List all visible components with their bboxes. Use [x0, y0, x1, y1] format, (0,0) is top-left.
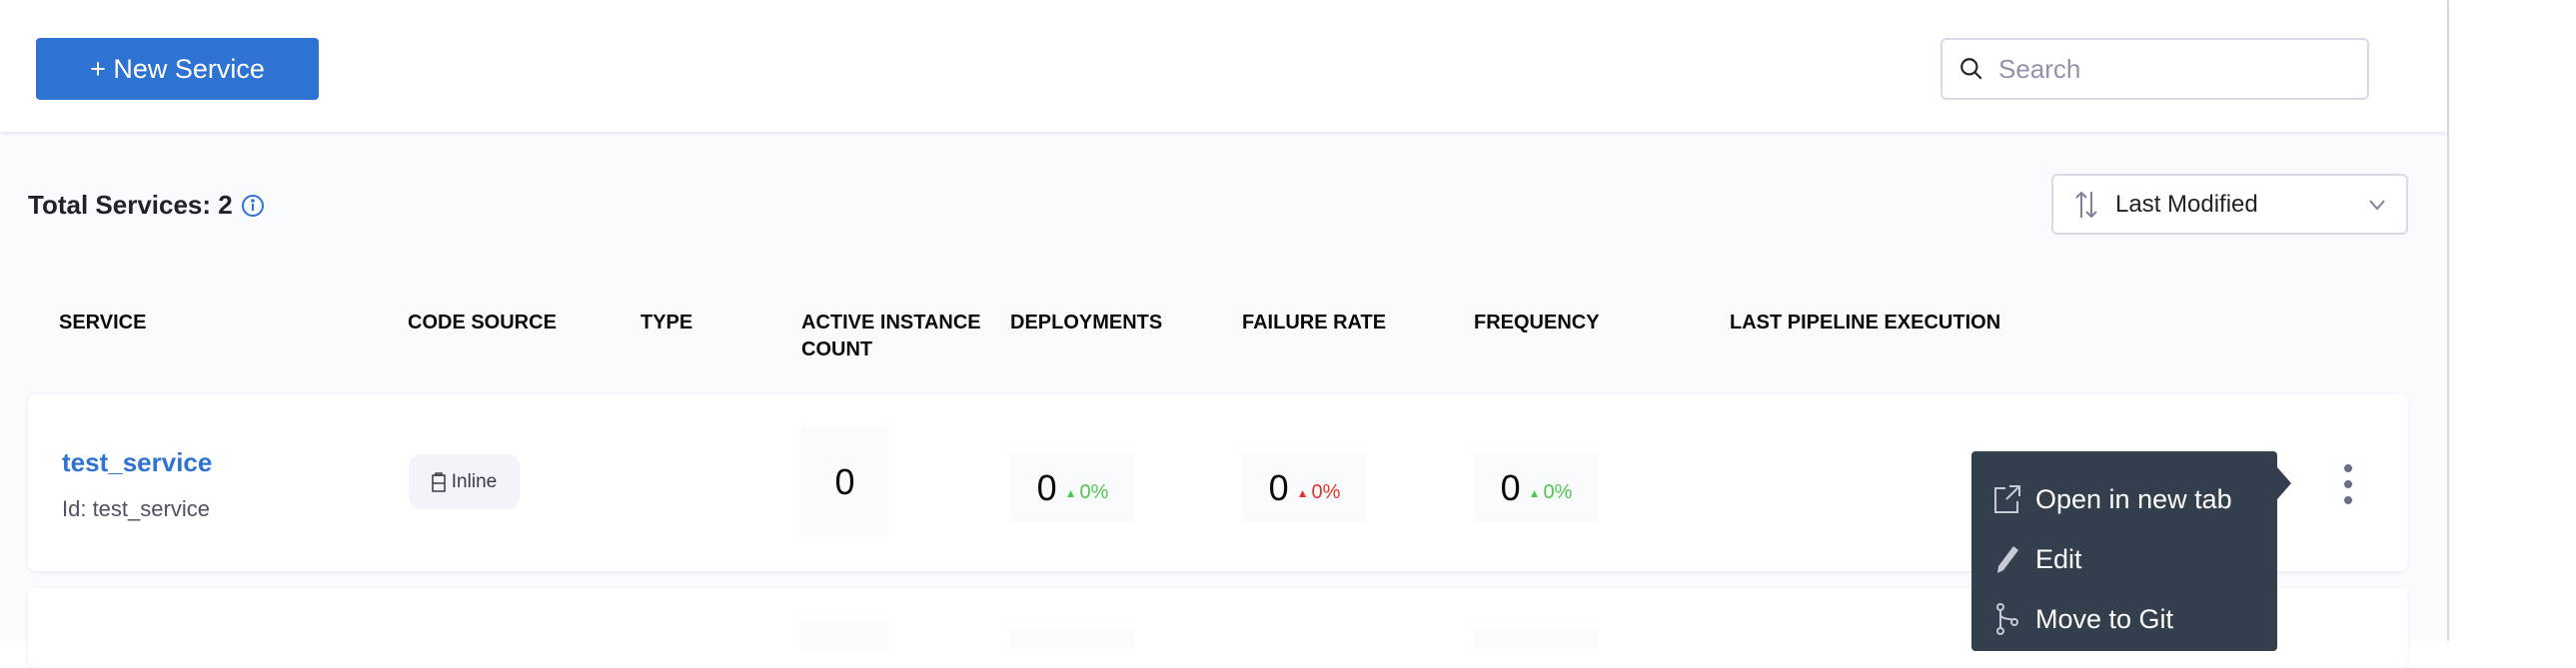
header-active-instance-count: ACTIVE INSTANCE COUNT	[801, 312, 981, 360]
new-service-button[interactable]: + New Service	[36, 38, 319, 100]
context-menu: Open in new tab Edit Move to Git	[1971, 451, 2277, 651]
trend-up-icon: ▲	[1296, 485, 1309, 500]
frequency-stat	[1474, 629, 1599, 649]
more-options-icon[interactable]	[2338, 464, 2358, 504]
deployments-value: 0	[1036, 466, 1057, 508]
services-page: + New Service Search Total Services: 2 L…	[0, 0, 2449, 651]
header-service: SERVICE	[59, 312, 147, 334]
trend-up-icon: ▲	[1064, 485, 1077, 500]
search-input[interactable]: Search	[1940, 38, 2369, 100]
sort-dropdown[interactable]: Last Modified	[2051, 174, 2408, 235]
menu-item-move-to-git[interactable]: Move to Git	[1971, 589, 2277, 649]
deployments-change-value: 0%	[1079, 481, 1109, 503]
failure-rate-change: ▲ 0%	[1297, 481, 1341, 504]
header-deployments: DEPLOYMENTS	[1010, 312, 1163, 334]
active-instance-count	[801, 621, 888, 651]
active-instance-count: 0	[801, 426, 888, 537]
page-header: + New Service Search	[0, 0, 2447, 132]
menu-item-label: Edit	[2035, 543, 2082, 574]
total-services-label: Total Services: 2	[28, 190, 233, 220]
code-source-label: Inline	[451, 470, 498, 492]
frequency-change: ▲ 0%	[1529, 481, 1573, 504]
deployments-change: ▲ 0%	[1065, 481, 1109, 504]
service-id: Id: test_service	[62, 496, 210, 521]
menu-item-open-in-new-tab[interactable]: Open in new tab	[1971, 469, 2277, 529]
failure-rate-change-value: 0%	[1311, 481, 1341, 503]
code-source-badge: Inline	[409, 454, 520, 509]
menu-item-label: Open in new tab	[2035, 483, 2232, 514]
header-failure-rate: FAILURE RATE	[1242, 312, 1387, 334]
header-last-pipeline-execution: LAST PIPELINE EXECUTION	[1730, 312, 2001, 334]
deployments-stat	[1010, 629, 1135, 649]
menu-item-label: Move to Git	[2035, 603, 2174, 634]
chevron-down-icon	[2369, 199, 2385, 211]
search-icon	[1960, 58, 1982, 80]
failure-rate-stat: 0 ▲ 0%	[1242, 453, 1367, 522]
search-placeholder: Search	[1998, 53, 2081, 84]
header-frequency: FREQUENCY	[1474, 312, 1600, 334]
header-type: TYPE	[641, 312, 693, 334]
active-instance-value: 0	[834, 460, 855, 502]
pencil-icon	[1997, 546, 2018, 573]
total-services: Total Services: 2	[28, 190, 265, 221]
header-code-source: CODE SOURCE	[408, 312, 557, 334]
frequency-change-value: 0%	[1543, 481, 1573, 503]
menu-item-edit[interactable]: Edit	[1971, 529, 2277, 589]
file-cabinet-icon	[432, 471, 446, 492]
sort-icon	[2075, 191, 2097, 218]
sort-label: Last Modified	[2115, 190, 2258, 218]
trend-up-icon: ▲	[1528, 485, 1541, 500]
menu-arrow	[2277, 467, 2291, 499]
info-icon[interactable]	[241, 194, 265, 218]
failure-rate-value: 0	[1268, 466, 1289, 508]
deployments-stat: 0 ▲ 0%	[1010, 453, 1135, 522]
frequency-value: 0	[1500, 466, 1521, 508]
frequency-stat: 0 ▲ 0%	[1474, 453, 1599, 522]
git-branch-icon	[1996, 603, 2018, 635]
service-name-link[interactable]: test_service	[62, 447, 213, 477]
external-link-icon	[1994, 485, 2020, 513]
